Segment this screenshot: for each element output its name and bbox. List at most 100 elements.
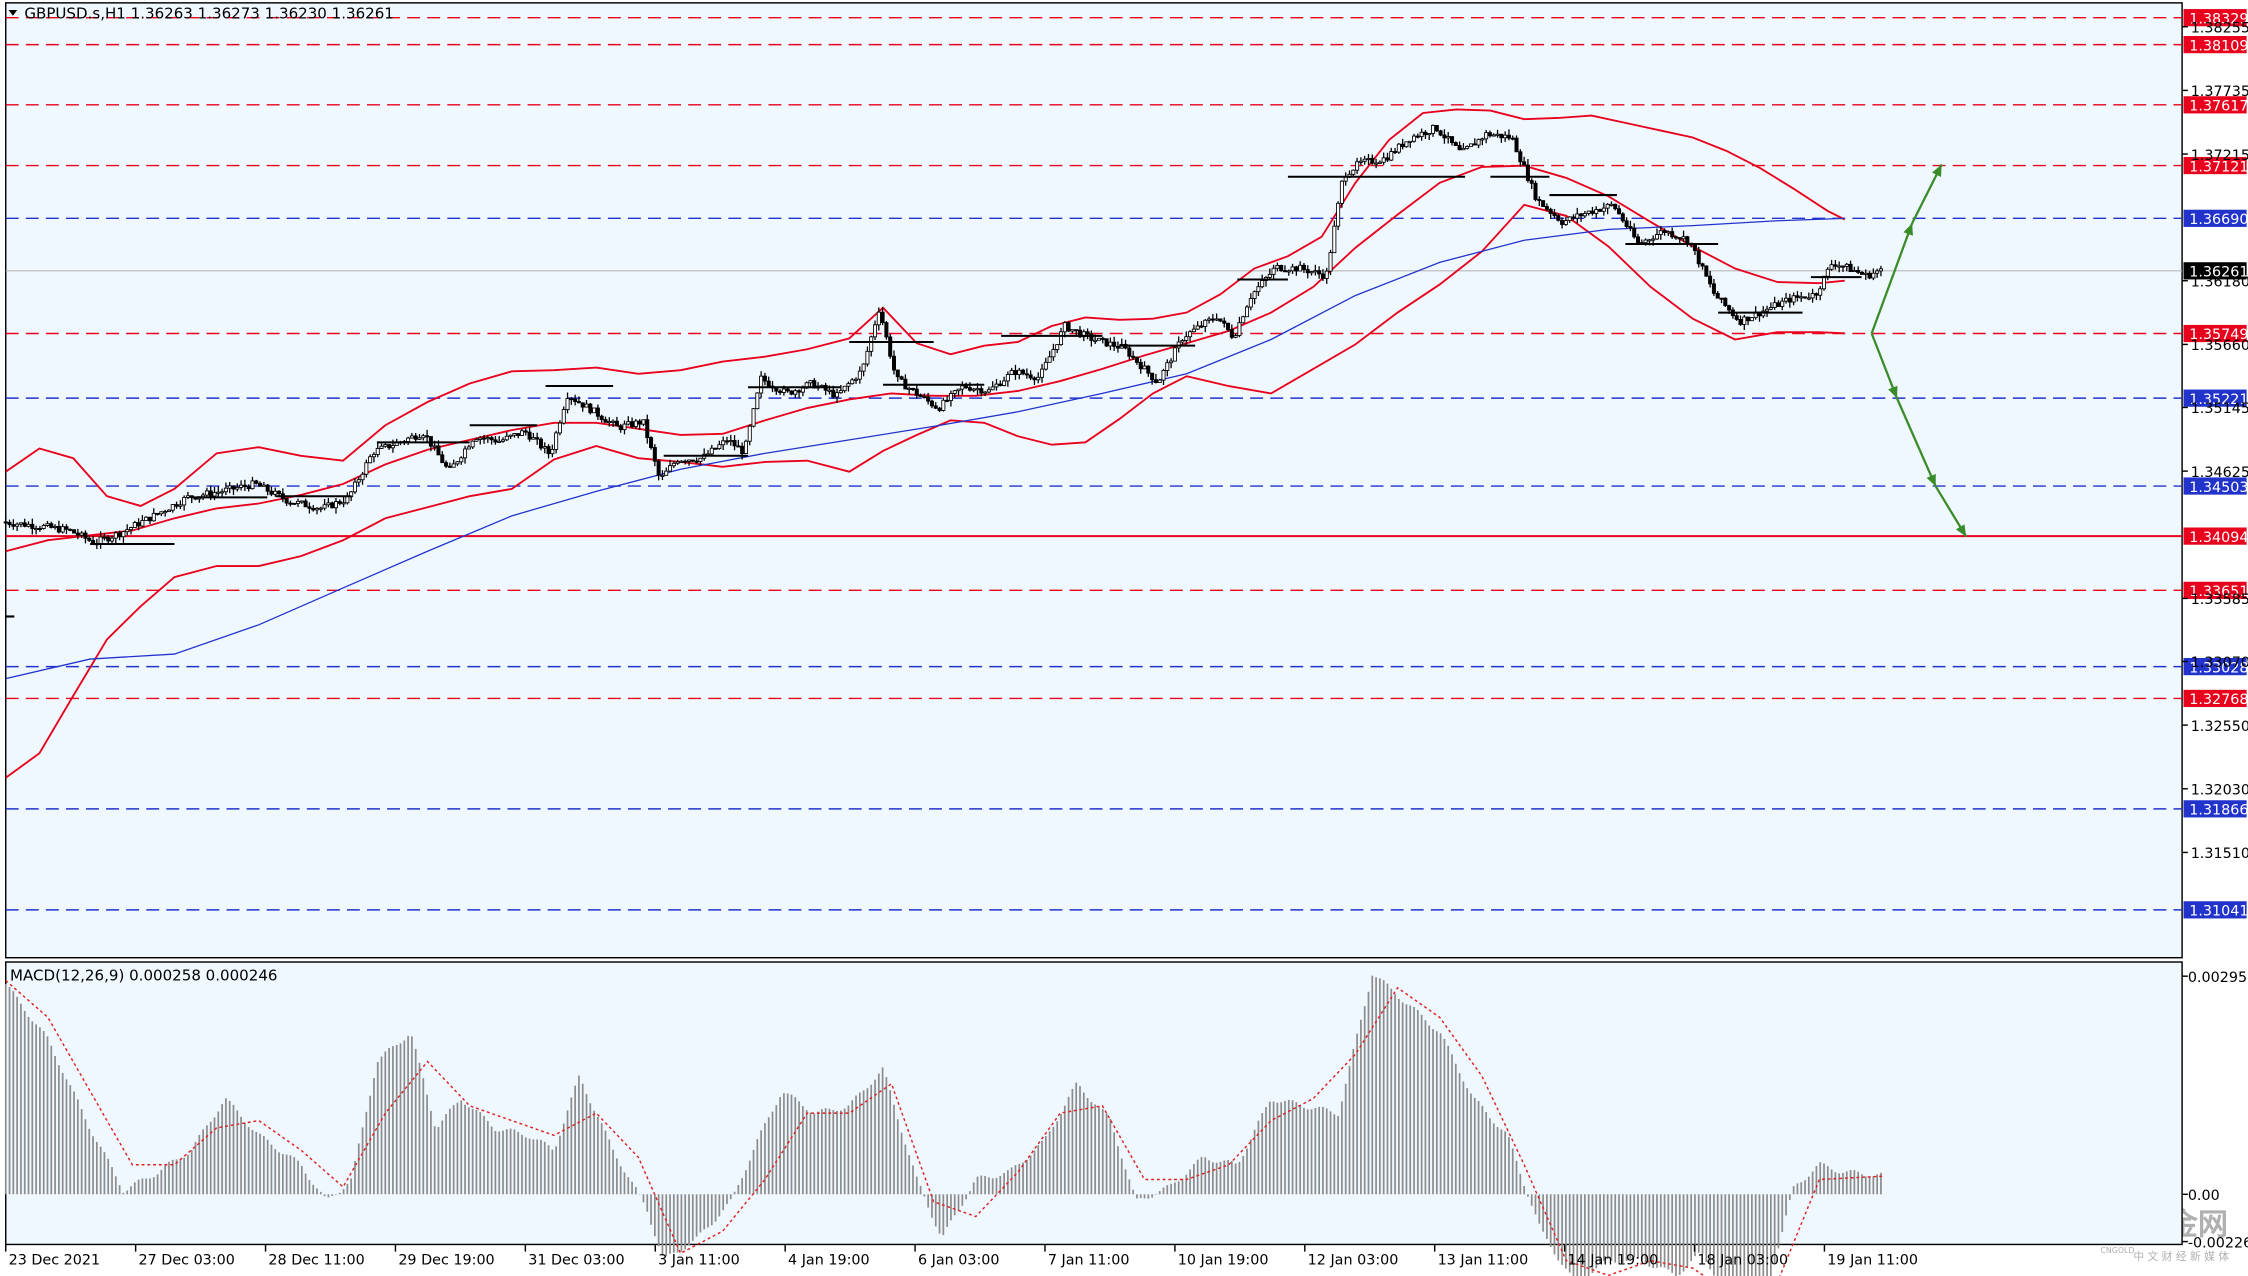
candle-body <box>239 484 244 488</box>
candle-body <box>1487 132 1492 137</box>
collapse-icon[interactable] <box>8 10 18 16</box>
level-tag-bg-1.32768 <box>2183 689 2247 708</box>
candle-body <box>371 454 376 458</box>
candle-body <box>1013 370 1018 375</box>
candle-body <box>910 387 915 390</box>
candle-body <box>216 491 221 494</box>
candle-body <box>914 388 919 396</box>
candle-body <box>1768 307 1773 310</box>
pivot-segments <box>90 175 1862 545</box>
candle-body <box>1271 267 1276 275</box>
candle-body <box>144 516 149 521</box>
candle-body <box>1279 264 1284 272</box>
projection-arrowhead-icon <box>1932 164 1942 177</box>
candle-body <box>49 523 54 528</box>
candle-body <box>497 440 502 443</box>
candle-body <box>53 525 58 528</box>
candle-body <box>1878 268 1883 272</box>
macd-axis[interactable]: 0.002958 0.00 -0.002261 <box>2182 970 2248 1251</box>
candle-body <box>1275 264 1280 269</box>
candle-body <box>652 447 657 462</box>
time-tick-label: 28 Dec 11:00 <box>268 1253 364 1269</box>
candle-body <box>1624 220 1629 227</box>
candle-body <box>182 497 187 506</box>
candle-body <box>440 454 445 464</box>
candle-body <box>759 375 764 394</box>
candle-body <box>736 445 741 448</box>
candle-body <box>72 529 77 534</box>
candle-body <box>307 506 312 509</box>
candle-body <box>1381 157 1386 163</box>
candle-body <box>873 324 878 338</box>
time-axis[interactable]: 23 Dec 2021 27 Dec 03:00 28 Dec 11:00 29 De… <box>5 615 1918 1269</box>
candle-body <box>1840 265 1845 268</box>
candle-body <box>1043 361 1048 370</box>
candle-body <box>785 388 790 392</box>
candle-body <box>1150 372 1155 381</box>
macd-tick-label: 0.00 <box>2188 1188 2220 1204</box>
candle-body <box>1677 237 1682 240</box>
watermark-en: CNGOLD <box>2100 1246 2134 1255</box>
candle-body <box>694 460 699 463</box>
candle-body <box>1248 298 1253 308</box>
candle-body <box>895 369 900 378</box>
level-tag-bg-1.31041 <box>2183 901 2247 919</box>
macd-pane[interactable]: MACD(12,26,9) 0.000258 0.000246 <box>4 961 2183 1276</box>
time-tick-label: 19 Jan 11:00 <box>1827 1253 1918 1269</box>
price-pane[interactable]: GBPUSD.s,H1 1.36263 1.36273 1.36230 1.36… <box>3 2 2229 1263</box>
current-price-tag-bg <box>2183 262 2247 280</box>
candle-body <box>1544 206 1549 210</box>
candle-body <box>983 391 988 394</box>
candle-body <box>1692 243 1697 252</box>
candle-body <box>1620 213 1625 222</box>
candle-body <box>466 446 471 450</box>
candle-body <box>1021 369 1026 375</box>
candle-body <box>1438 130 1443 136</box>
level-tag-bg-1.34503 <box>2183 477 2247 495</box>
candle-body <box>455 461 460 465</box>
candle-body <box>30 523 35 529</box>
candle-body <box>1226 322 1231 331</box>
candle-body <box>166 509 171 513</box>
candle-body <box>1138 361 1143 370</box>
candle-body <box>611 420 616 423</box>
candle-body <box>1480 138 1485 141</box>
candle-body <box>75 532 80 536</box>
candle-body <box>284 498 289 504</box>
candle-body <box>7 521 12 526</box>
candle-body <box>967 387 972 391</box>
candle-body <box>1127 347 1132 357</box>
candle-body <box>1670 231 1675 238</box>
candle-body <box>178 504 183 507</box>
candle-body <box>1260 280 1265 288</box>
candle-body <box>1066 322 1071 332</box>
candle-body <box>1658 230 1663 235</box>
price-tick-label: 1.32030 <box>2191 783 2248 799</box>
candle-body <box>1393 151 1398 154</box>
candle-body <box>766 380 771 387</box>
projection-arrowhead-icon <box>1955 524 1967 537</box>
candle-body <box>671 462 676 467</box>
candle-body <box>740 445 745 455</box>
candle-body <box>45 523 50 526</box>
candle-body <box>1461 147 1466 151</box>
candle-body <box>960 385 965 390</box>
candle-body <box>876 311 881 326</box>
candle-body <box>1419 131 1424 138</box>
candle-body <box>425 435 430 438</box>
candle-body <box>147 516 152 522</box>
candle-body <box>1222 320 1227 324</box>
candle-body <box>1172 347 1177 362</box>
price-axis[interactable]: 1.38329 1.38109 1.37617 1.37121 1.36690 1.357… <box>2182 9 2248 920</box>
time-tick-label: 3 Jan 11:00 <box>658 1253 740 1269</box>
candle-body <box>1024 373 1029 376</box>
candle-body <box>538 438 543 449</box>
candle-body <box>406 437 411 442</box>
time-tick-label: 27 Dec 03:00 <box>139 1253 235 1269</box>
candle-body <box>1282 270 1287 273</box>
candle-body <box>1825 268 1830 277</box>
candle-body <box>713 447 718 450</box>
candle-body <box>1784 297 1789 302</box>
candle-body <box>1161 370 1166 381</box>
